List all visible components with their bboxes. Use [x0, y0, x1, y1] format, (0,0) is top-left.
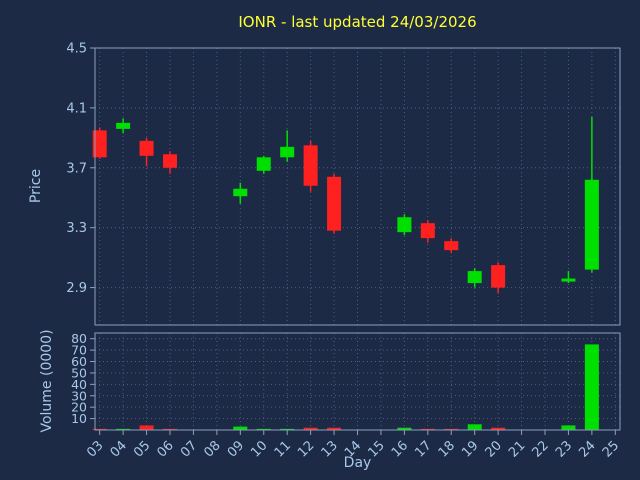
grid — [95, 47, 620, 430]
volume-tick-label: 30 — [71, 388, 87, 403]
volume-bar — [256, 428, 271, 430]
candle-body — [280, 146, 295, 158]
price-tick-label: 4.5 — [66, 42, 87, 57]
volume-bar — [233, 426, 248, 430]
volume-tick-label: 50 — [71, 365, 87, 380]
candle-body — [584, 179, 599, 270]
volume-bar — [280, 428, 295, 430]
volume-bar — [467, 424, 482, 430]
volume-tick-label: 10 — [71, 411, 87, 426]
candle-body — [92, 130, 107, 158]
candle-body — [397, 217, 412, 233]
volume-tick-label: 20 — [71, 400, 87, 415]
volume-tick-label: 60 — [71, 354, 87, 369]
price-axis-label: Price — [28, 168, 44, 204]
volume-bar — [92, 428, 107, 430]
price-tick-label: 4.1 — [66, 101, 87, 116]
volume-bar — [303, 427, 318, 430]
candle-body — [139, 140, 154, 156]
chart-title: IONR - last updated 24/03/2026 — [238, 13, 477, 31]
candle-body — [163, 154, 177, 168]
volume-bar — [420, 428, 435, 430]
candle-body — [420, 223, 435, 239]
price-tick-label: 3.7 — [66, 161, 87, 176]
volume-tick-label: 70 — [71, 343, 87, 358]
volume-bar — [444, 428, 459, 430]
volume-bar — [139, 425, 154, 430]
volume-bar — [327, 427, 342, 430]
candle-body — [491, 265, 506, 288]
volume-tick-label: 80 — [71, 331, 87, 346]
volume-bar — [584, 344, 599, 430]
axes-spines — [94, 47, 621, 431]
candle-body — [561, 278, 576, 282]
candle-body — [444, 241, 459, 251]
price-tick-label: 3.3 — [66, 221, 87, 236]
candle-body — [327, 176, 342, 231]
candles-and-volume — [92, 116, 599, 430]
volume-bar — [397, 427, 412, 430]
candle-body — [303, 145, 318, 186]
volume-bar — [163, 428, 177, 430]
day-axis-label: Day — [343, 455, 372, 471]
volume-tick-label: 40 — [71, 377, 87, 392]
price-panel-border — [94, 47, 621, 326]
candle-body — [256, 157, 271, 171]
candle-body — [467, 271, 482, 284]
volume-bar — [561, 425, 576, 430]
candle-body — [233, 188, 248, 197]
volume-bar — [491, 427, 506, 430]
price-tick-label: 2.9 — [66, 281, 87, 296]
volume-axis-label: Volume (0000) — [39, 329, 55, 433]
candle-body — [116, 122, 131, 129]
volume-bar — [116, 428, 131, 430]
tick-marks — [90, 47, 616, 435]
